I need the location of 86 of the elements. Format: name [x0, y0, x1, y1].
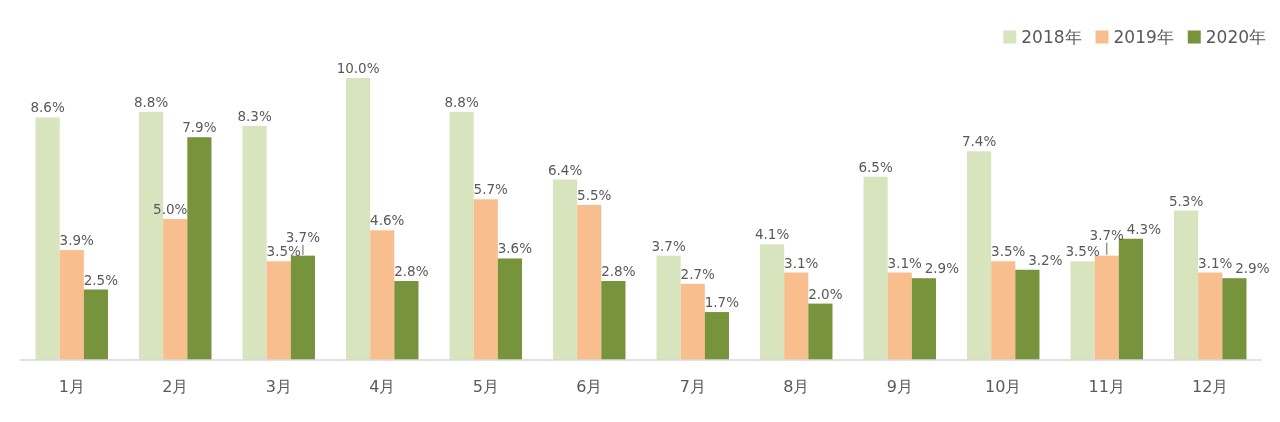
bar [497, 258, 522, 360]
data-label: 10.0% [336, 60, 380, 76]
data-label: 5.7% [473, 181, 509, 198]
data-label: 5.3% [1168, 192, 1204, 209]
bar [784, 272, 809, 360]
bar [553, 179, 578, 360]
data-label: 3.2% [1028, 251, 1063, 268]
data-label: 5.5% [577, 186, 612, 203]
data-label: 8.8% [444, 93, 479, 110]
data-label: 2.9% [924, 260, 960, 277]
x-tick-label: 10月 [985, 377, 1022, 396]
bar [680, 283, 705, 360]
legend-label: 2020年 [1205, 27, 1267, 47]
data-label: 3.5% [266, 243, 302, 260]
x-tick-label: 7月 [679, 377, 706, 396]
bar [1198, 272, 1223, 360]
data-label: 8.6% [30, 99, 65, 116]
bar [991, 261, 1016, 360]
bar [187, 137, 212, 360]
bar [911, 278, 936, 360]
legend-label: 2019年 [1113, 27, 1174, 47]
bar [760, 244, 785, 360]
bar [35, 117, 60, 360]
data-label: 6.5% [858, 158, 893, 175]
bar [1094, 255, 1119, 360]
data-label: 3.9% [59, 232, 95, 249]
bar [601, 281, 626, 360]
data-label: 2.8% [394, 263, 429, 280]
bar [704, 312, 729, 360]
x-tick-label: 11月 [1088, 377, 1125, 396]
data-label: 1.7% [704, 294, 740, 311]
data-label: 3.7% [285, 228, 321, 245]
data-label: 2.9% [1235, 260, 1270, 277]
data-label: 7.4% [961, 133, 997, 150]
data-label: 4.6% [370, 212, 405, 229]
bar [1015, 269, 1040, 360]
data-label: 3.7% [651, 237, 686, 254]
data-label: 3.7% [1089, 226, 1125, 243]
data-label: 8.3% [237, 107, 272, 124]
bar [887, 272, 912, 360]
bar [1070, 261, 1095, 360]
bar [290, 255, 315, 360]
data-label: 8.8% [133, 93, 169, 110]
bar [1174, 210, 1199, 360]
bar [370, 230, 395, 360]
data-label: 7.9% [182, 119, 217, 136]
data-label: 3.6% [497, 240, 533, 257]
x-tick-label: 4月 [369, 377, 396, 396]
bar [83, 289, 108, 360]
bar [656, 255, 681, 360]
bar [346, 78, 371, 360]
data-label: 3.1% [1198, 254, 1233, 271]
x-tick-label: 5月 [472, 377, 499, 396]
data-label: 6.4% [547, 161, 583, 178]
bar [394, 281, 419, 360]
bar [59, 250, 84, 360]
x-tick-label: 6月 [576, 377, 603, 396]
bar [577, 204, 602, 360]
data-label: 4.1% [754, 226, 790, 243]
x-tick-label: 8月 [783, 377, 810, 396]
bar [967, 151, 992, 360]
bar [449, 111, 474, 360]
data-label: 3.1% [887, 254, 923, 271]
bar [163, 219, 188, 360]
data-label: 4.3% [1126, 220, 1162, 237]
data-label: 2.8% [601, 263, 636, 280]
bar [1118, 238, 1143, 360]
data-label: 2.0% [808, 285, 843, 302]
bar [266, 261, 291, 360]
bar [473, 199, 498, 360]
x-tick-label: 2月 [162, 377, 189, 396]
bar [242, 125, 267, 360]
x-tick-label: 1月 [58, 377, 85, 396]
data-label: 2.5% [83, 271, 119, 288]
bar [863, 176, 888, 360]
x-tick-label: 3月 [265, 377, 292, 396]
data-label: 5.0% [153, 201, 188, 217]
bar [1222, 278, 1247, 360]
data-label: 2.7% [680, 265, 716, 282]
bar [808, 303, 833, 360]
legend-label: 2018年 [1021, 27, 1082, 47]
x-tick-label: 12月 [1192, 377, 1229, 396]
x-tick-label: 9月 [886, 377, 913, 396]
data-label: 3.5% [1065, 243, 1100, 260]
data-label: 3.5% [991, 243, 1026, 260]
data-label: 3.1% [784, 254, 819, 271]
